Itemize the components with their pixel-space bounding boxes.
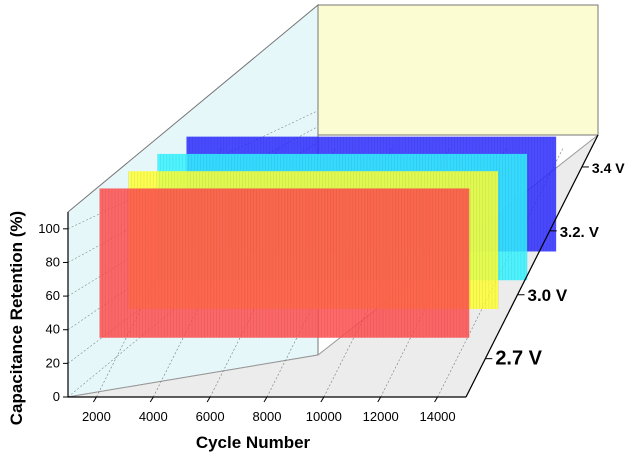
x-tick-mark (149, 396, 154, 403)
x-tick-mark (92, 396, 97, 403)
depth-label: 3.0 V (528, 286, 568, 305)
x-tick-mark (206, 396, 211, 403)
depth-label: 2.7 V (495, 348, 542, 370)
x-tick-label: 10000 (306, 409, 342, 424)
x-tick-mark (320, 396, 325, 403)
bar-layers (99, 136, 557, 338)
x-tick-label: 4000 (139, 409, 168, 424)
depth-label: 3.2. V (560, 224, 599, 241)
x-tick-label: 8000 (253, 409, 282, 424)
depth-label: 3.4 V (592, 160, 625, 176)
depth-labels: 2.7 V 3.0 V 3.2. V 3.4 V (485, 160, 625, 370)
y-ticks: 0 20 40 60 80 100 (38, 221, 68, 404)
x-tick-label: 2000 (82, 409, 111, 424)
y-tick-label: 60 (46, 288, 60, 303)
y-tick-label: 80 (46, 254, 60, 269)
x-tick-mark (377, 396, 382, 403)
y-tick-label: 0 (53, 389, 60, 404)
x-ticks: 2000 4000 6000 8000 10000 12000 14000 (82, 396, 456, 424)
x-tick-label: 14000 (419, 409, 455, 424)
x-tick-label: 12000 (363, 409, 399, 424)
z-axis-line (465, 134, 599, 398)
y-tick-label: 20 (46, 355, 60, 370)
y-axis-title: Capacitance Retention (%) (7, 211, 26, 425)
bar-rect (99, 188, 470, 338)
y-tick-label: 100 (38, 221, 60, 236)
x-axis-title: Cycle Number (196, 433, 311, 452)
x-tick-label: 6000 (196, 409, 225, 424)
back-wall (317, 4, 599, 136)
x-tick-mark (263, 396, 268, 403)
x-tick-mark (434, 396, 439, 403)
bar-layer-2-7-v (99, 188, 470, 338)
y-tick-label: 40 (46, 322, 60, 337)
